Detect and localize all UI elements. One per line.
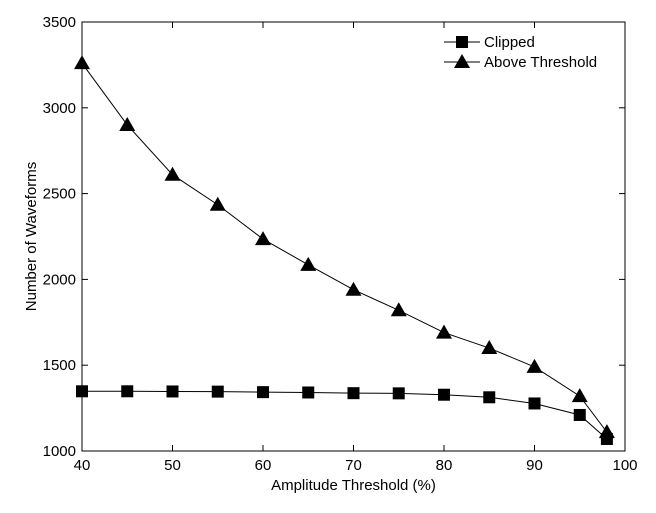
ticks-layer: 40 50 60 70 80 90 100 1000 1500 2000 2500 3000 3500 (43, 14, 638, 474)
x-tick-label: 90 (526, 457, 543, 474)
legend-label: Clipped (484, 34, 535, 51)
data-point-triangle (164, 166, 181, 181)
data-point-square (456, 36, 468, 48)
plot-frame (81, 21, 626, 452)
data-point-triangle (454, 54, 470, 68)
series-above-threshold (74, 55, 615, 439)
data-point-square (573, 408, 586, 421)
x-tick-label: 100 (612, 457, 637, 474)
data-point-triangle (571, 388, 588, 403)
series-line (81, 62, 608, 433)
x-tick-label: 40 (74, 457, 91, 474)
y-tick-label: 3500 (43, 14, 76, 31)
series-line (82, 390, 608, 440)
x-axis-label: Amplitude Threshold (%) (271, 477, 436, 494)
legend: Clipped Above Threshold (438, 30, 623, 76)
data-point-triangle (119, 116, 136, 131)
y-tick-label: 1500 (43, 357, 76, 374)
y-tick-label: 2000 (43, 271, 76, 288)
y-tick-label: 1000 (43, 443, 76, 460)
data-point-square (257, 386, 269, 399)
series-layer (74, 55, 615, 445)
data-point-triangle (598, 424, 615, 439)
data-point-square (438, 388, 450, 401)
data-point-square (483, 391, 496, 404)
x-tick-label: 70 (345, 457, 362, 474)
legend-box (438, 30, 623, 76)
data-point-square (302, 386, 315, 399)
y-tick-label: 3000 (43, 100, 76, 117)
data-point-square (121, 385, 134, 398)
data-point-square (392, 387, 405, 400)
data-point-triangle (481, 340, 498, 355)
legend-entries: Clipped Above Threshold (444, 34, 597, 71)
x-tick-label: 80 (436, 457, 453, 474)
legend-entry: Above Threshold (444, 54, 597, 71)
data-point-triangle (390, 302, 407, 317)
data-point-triangle (526, 358, 543, 373)
series-clipped (76, 385, 613, 445)
y-axis-label: Number of Waveforms (23, 162, 40, 311)
data-point-triangle (300, 256, 317, 271)
data-point-square (166, 385, 179, 398)
x-tick-label: 50 (164, 457, 181, 474)
data-point-triangle (436, 324, 452, 339)
legend-label: Above Threshold (484, 54, 597, 71)
x-tick-label: 60 (255, 457, 272, 474)
data-point-triangle (209, 196, 226, 211)
legend-entry: Clipped (444, 34, 535, 51)
data-point-square (528, 397, 541, 410)
data-point-triangle (255, 231, 271, 246)
data-point-triangle (345, 281, 362, 296)
data-point-square (347, 387, 360, 400)
y-tick-label: 2500 (43, 186, 76, 203)
data-point-square (211, 385, 224, 398)
